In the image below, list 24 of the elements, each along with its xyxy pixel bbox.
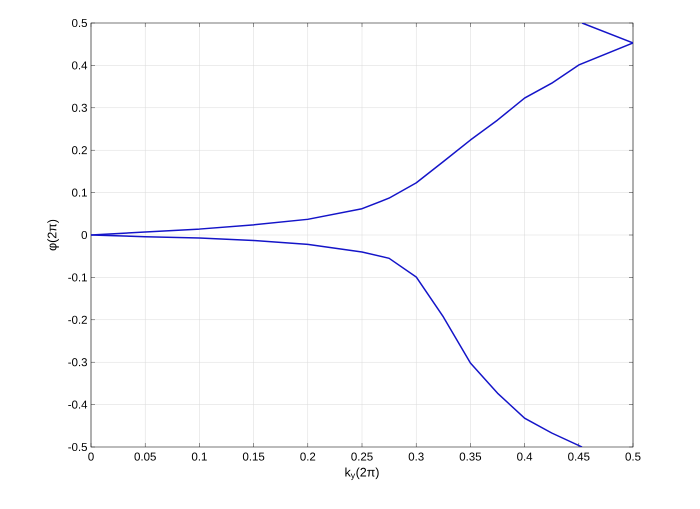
x-tick-label: 0.35 xyxy=(460,452,482,461)
x-tick-label: 0.2 xyxy=(300,452,316,461)
x-tick-label: 0 xyxy=(88,452,94,461)
x-tick-label: 0.5 xyxy=(625,452,640,461)
x-tick-label: 0.05 xyxy=(134,452,156,461)
y-tick-label: 0 xyxy=(82,230,88,240)
y-tick-label: -0.2 xyxy=(68,316,87,324)
y-tick-label: -0.4 xyxy=(68,400,88,409)
y-tick-label: -0.5 xyxy=(68,442,87,452)
x-tick-label: 0.3 xyxy=(408,452,424,461)
x-tick-label: 0.15 xyxy=(242,452,264,461)
x-tick-label: 0.45 xyxy=(568,452,590,461)
x-tick-label: 0.1 xyxy=(192,452,207,461)
y-tick-label: 0.4 xyxy=(72,61,88,70)
y-tick-label: 0.1 xyxy=(72,188,87,197)
y-tick-label: 0.5 xyxy=(72,18,87,28)
x-tick-label: 0.4 xyxy=(517,452,532,461)
y-tick-label: 0.3 xyxy=(72,104,87,112)
y-tick-label: -0.3 xyxy=(68,358,87,366)
y-tick-label: 0.2 xyxy=(72,146,87,154)
x-axis-title: k$_{y}$(2π) xyxy=(345,467,379,480)
x-tick-label: 0.25 xyxy=(351,452,373,461)
y-axis-title: φ(2π) xyxy=(47,220,59,250)
y-tick-label: -0.1 xyxy=(68,273,87,282)
